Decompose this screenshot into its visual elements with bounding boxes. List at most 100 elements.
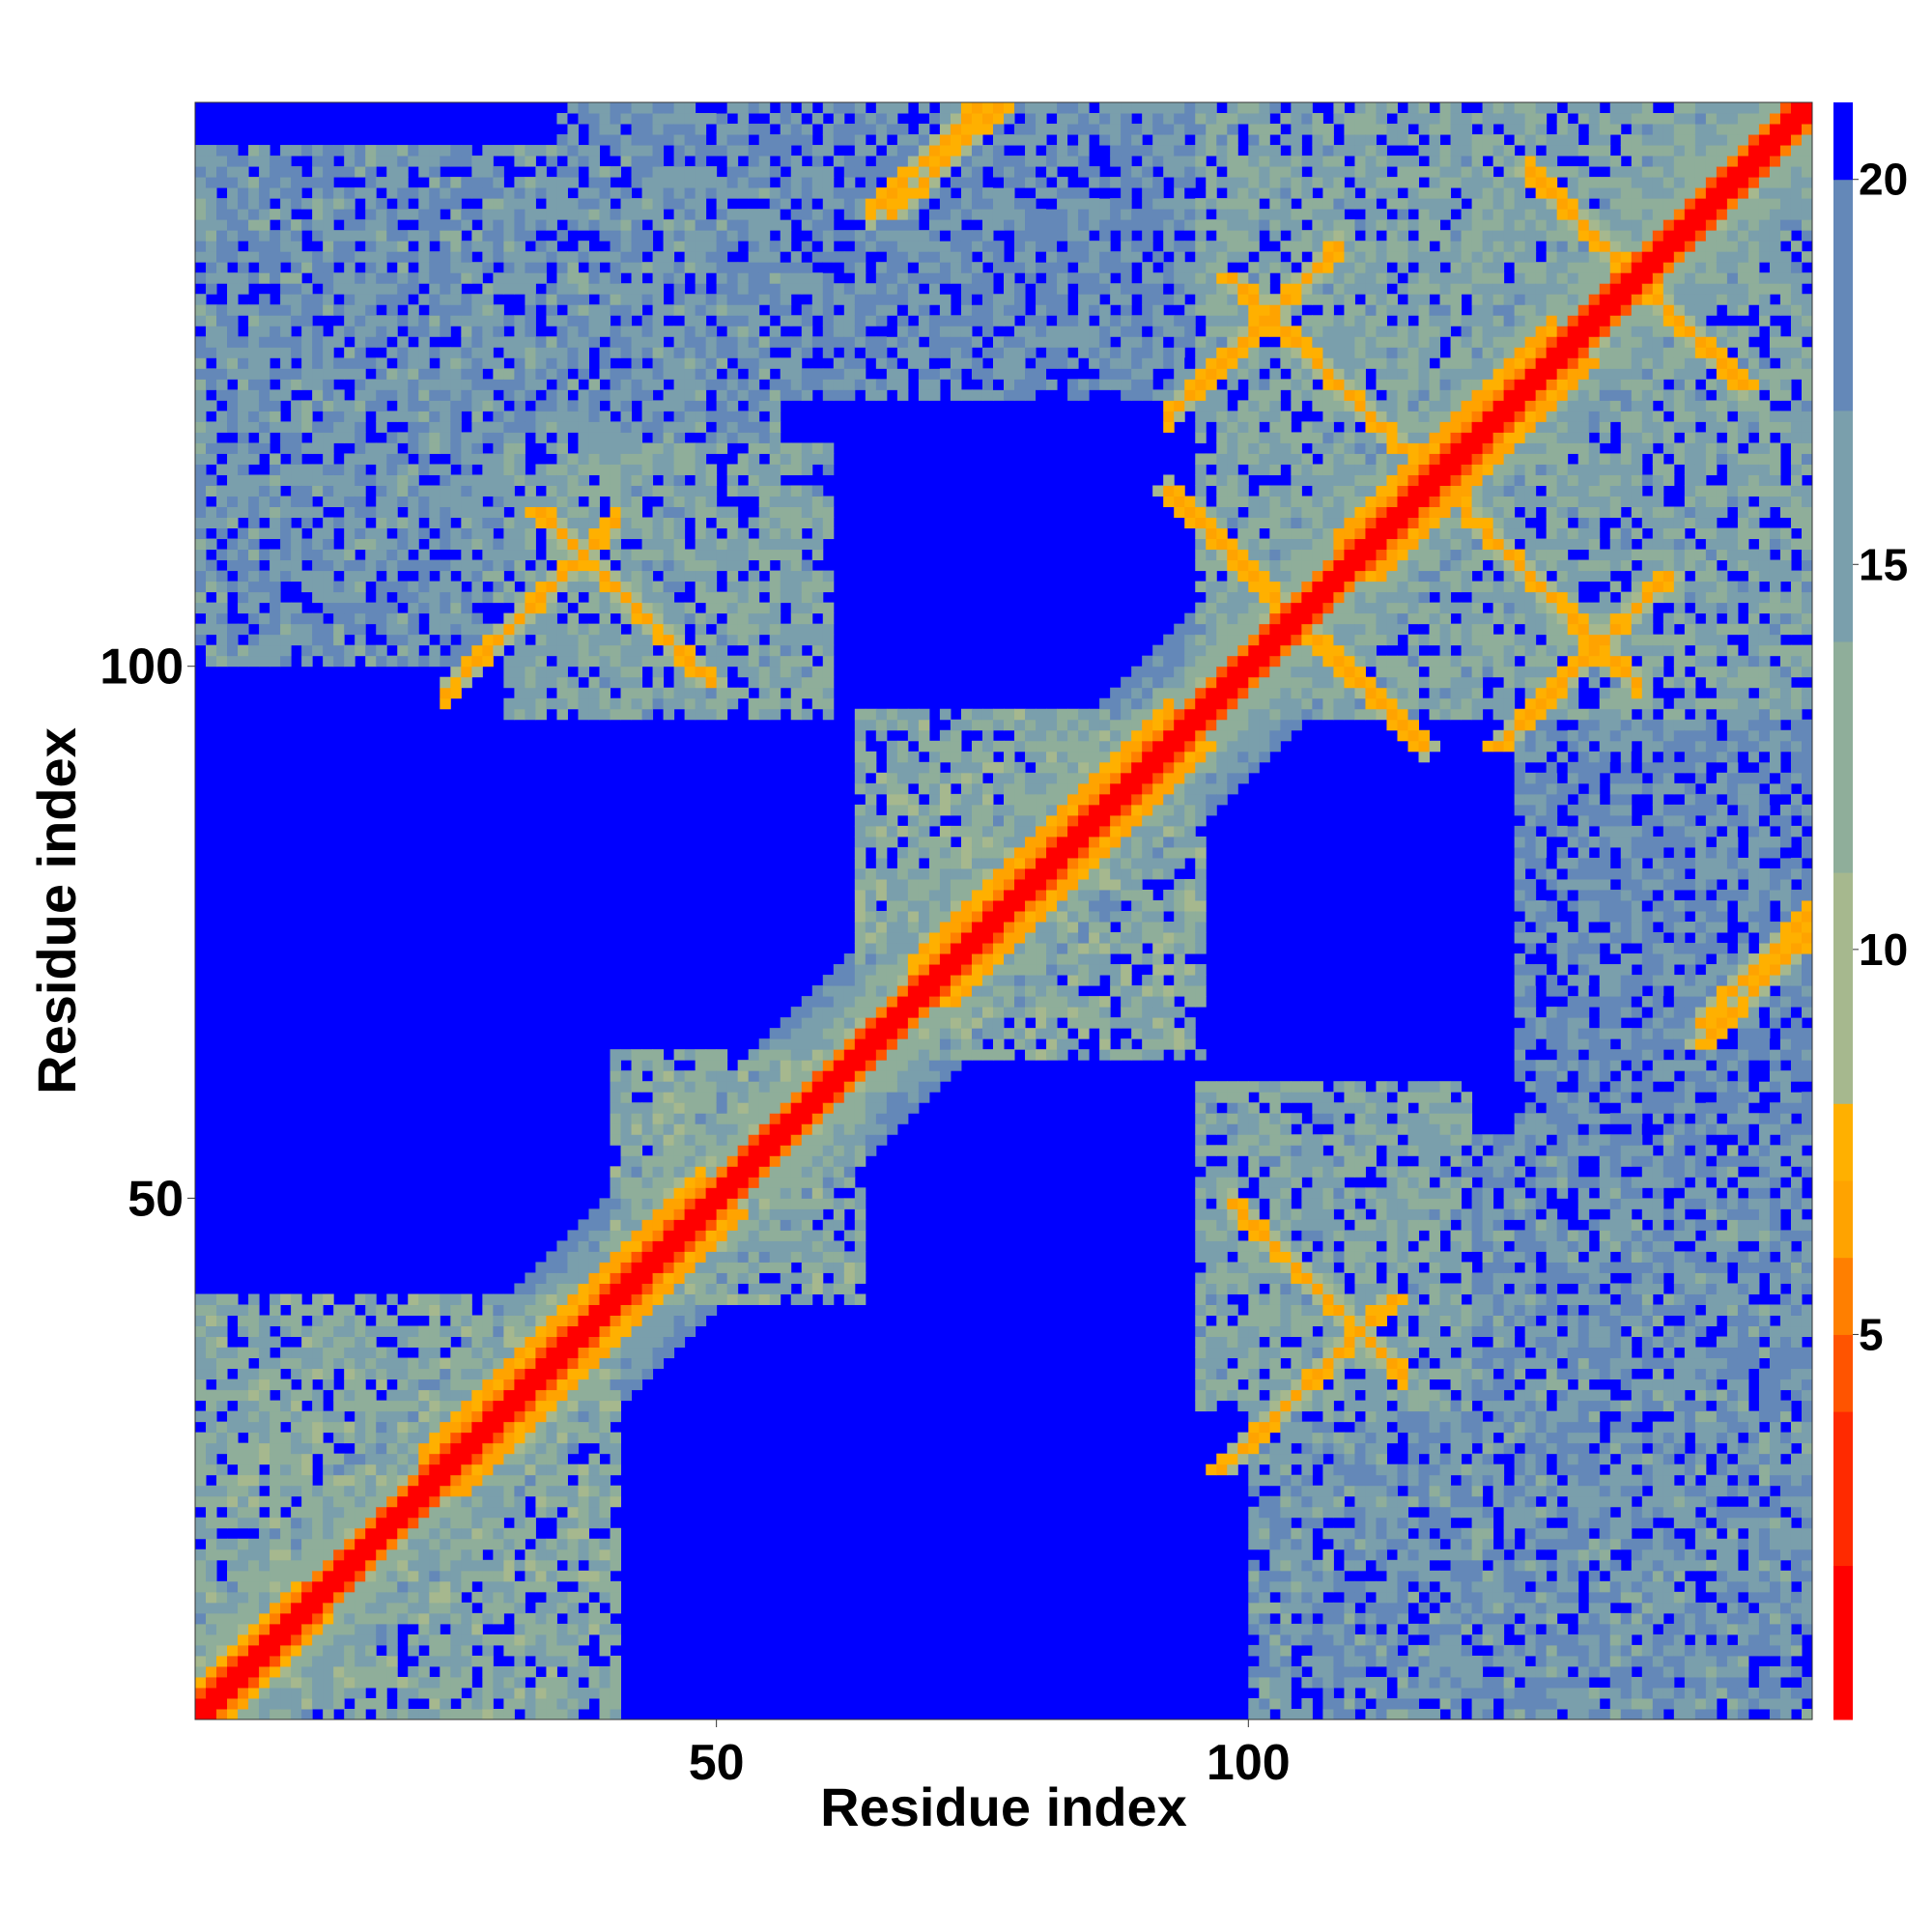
heatmap-cell (790, 1177, 803, 1188)
heatmap-cell (535, 602, 547, 614)
heatmap-cell (567, 411, 579, 422)
heatmap-cell (705, 1187, 718, 1199)
heatmap-cell (599, 1538, 611, 1550)
heatmap-cell (843, 1177, 856, 1188)
heatmap-cell (673, 538, 686, 551)
heatmap-cell (705, 1123, 718, 1135)
heatmap-cell (291, 283, 302, 295)
heatmap-cell (525, 676, 536, 689)
heatmap-cell (652, 1092, 665, 1103)
heatmap-cell (408, 1432, 419, 1444)
heatmap-cell (684, 687, 696, 699)
heatmap-cell (386, 177, 398, 188)
heatmap-cell (418, 1432, 430, 1444)
heatmap-cell (546, 1442, 557, 1455)
heatmap-cell (397, 1697, 409, 1710)
heatmap-cell (312, 1442, 324, 1455)
heatmap-cell (270, 506, 281, 519)
heatmap-cell (663, 166, 675, 178)
heatmap-cell (376, 1665, 387, 1678)
heatmap-cell (440, 283, 451, 295)
heatmap-cell (344, 1612, 355, 1625)
heatmap-cell (811, 581, 824, 593)
heatmap-cell (875, 166, 888, 178)
heatmap-cell (291, 1347, 302, 1359)
heatmap-cell (429, 1474, 440, 1487)
heatmap-cell (323, 304, 334, 316)
heatmap-cell (875, 1028, 888, 1039)
heatmap-cell (556, 166, 568, 178)
heatmap-cell (440, 442, 451, 454)
heatmap-cell (886, 911, 898, 923)
heatmap-cell (556, 1655, 568, 1667)
heatmap-cell (195, 1548, 207, 1561)
heatmap-cell (631, 145, 643, 156)
heatmap-cell (588, 198, 600, 210)
heatmap-cell (822, 496, 835, 507)
heatmap-cell (471, 634, 483, 646)
heatmap-cell (726, 124, 739, 135)
heatmap-cell (270, 1442, 281, 1455)
heatmap-cell (652, 400, 665, 412)
heatmap-cell (652, 102, 665, 114)
heatmap-cell (652, 113, 665, 125)
heatmap-cell (270, 315, 281, 327)
heatmap-cell (291, 1432, 302, 1444)
heatmap-cell (599, 1410, 611, 1423)
heatmap-cell (429, 1580, 440, 1593)
heatmap-cell (684, 506, 696, 519)
heatmap-cell (599, 1687, 611, 1699)
heatmap-cell (206, 219, 217, 231)
heatmap-cell (482, 1368, 494, 1380)
heatmap-cell (408, 1442, 419, 1455)
heatmap-cell (525, 496, 536, 507)
heatmap-cell (875, 283, 888, 295)
heatmap-cell (769, 591, 781, 604)
heatmap-cell (206, 368, 217, 380)
heatmap-cell (780, 1092, 792, 1103)
heatmap-cell (482, 230, 494, 242)
heatmap-cell (333, 1410, 345, 1423)
heatmap-cell (758, 166, 771, 178)
heatmap-cell (588, 623, 600, 636)
heatmap-cell (684, 676, 696, 689)
heatmap-cell (663, 304, 675, 316)
heatmap-cell (312, 1602, 324, 1614)
heatmap-cell (843, 1134, 856, 1146)
heatmap-cell (769, 1145, 781, 1156)
heatmap-cell (652, 1304, 665, 1316)
heatmap-cell (652, 251, 665, 263)
heatmap-cell (397, 368, 409, 380)
heatmap-cell (270, 1602, 281, 1614)
heatmap-cell (875, 336, 888, 348)
heatmap-cell (567, 347, 579, 358)
heatmap-cell (227, 347, 239, 358)
heatmap-cell (620, 294, 633, 305)
heatmap-cell (216, 411, 228, 422)
heatmap-cell (259, 612, 270, 625)
heatmap-cell (801, 219, 813, 231)
heatmap-cell (248, 1570, 260, 1582)
heatmap-cell (631, 1378, 643, 1391)
heatmap-cell (238, 1378, 249, 1391)
heatmap-cell (684, 1325, 696, 1338)
heatmap-cell (726, 1230, 739, 1241)
heatmap-cell (270, 1463, 281, 1476)
heatmap-cell (631, 602, 643, 614)
heatmap-cell (482, 166, 494, 178)
heatmap-cell (567, 1665, 579, 1678)
heatmap-cell (206, 1410, 217, 1423)
heatmap-cell (291, 315, 302, 327)
heatmap-cell (525, 1474, 536, 1487)
heatmap-cell (801, 442, 813, 454)
heatmap-cell (365, 336, 377, 348)
heatmap-cell (312, 1538, 324, 1550)
heatmap-cell (599, 1230, 611, 1241)
heatmap-cell (567, 1570, 579, 1582)
heatmap-cell (780, 198, 792, 210)
heatmap-cell (567, 1240, 579, 1252)
heatmap-cell (227, 187, 239, 199)
heatmap-cell (769, 644, 781, 657)
heatmap-cell (673, 1283, 686, 1294)
heatmap-cell (323, 262, 334, 273)
